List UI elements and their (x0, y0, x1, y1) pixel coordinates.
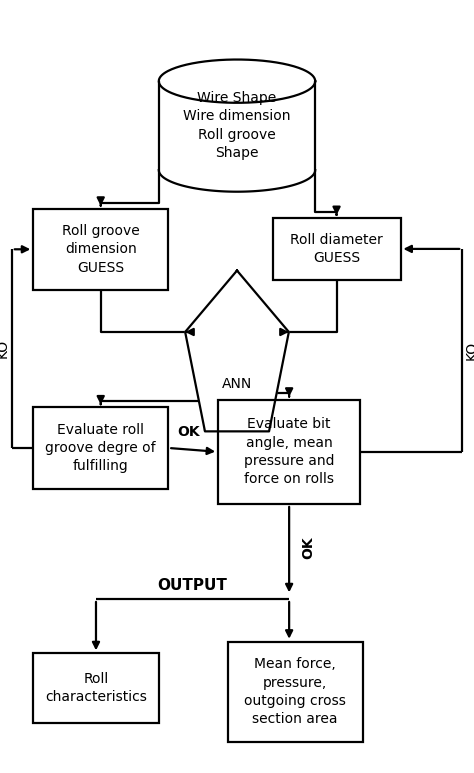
Text: ANN: ANN (222, 377, 252, 391)
Bar (218, 400, 360, 504)
Polygon shape (159, 60, 315, 103)
Bar (228, 642, 363, 742)
Text: Roll
characteristics: Roll characteristics (45, 672, 147, 704)
Text: KO: KO (465, 341, 474, 360)
Text: Evaluate roll
groove degre of
fulfilling: Evaluate roll groove degre of fulfilling (46, 423, 156, 473)
Text: Evaluate bit
angle, mean
pressure and
force on rolls: Evaluate bit angle, mean pressure and fo… (244, 417, 334, 486)
Bar (33, 407, 168, 489)
Text: OK: OK (301, 536, 315, 559)
Bar (33, 209, 168, 290)
Text: OUTPUT: OUTPUT (158, 578, 228, 593)
Text: Roll diameter
GUESS: Roll diameter GUESS (290, 233, 383, 265)
Bar (273, 218, 401, 280)
Text: Wire Shape
Wire dimension
Roll groove
Shape: Wire Shape Wire dimension Roll groove Sh… (183, 91, 291, 160)
Text: Mean force,
pressure,
outgoing cross
section area: Mean force, pressure, outgoing cross sec… (244, 657, 346, 727)
Text: KO: KO (0, 339, 9, 358)
Text: Roll groove
dimension
GUESS: Roll groove dimension GUESS (62, 224, 140, 274)
Bar (33, 653, 159, 723)
Polygon shape (185, 271, 289, 431)
Text: OK: OK (177, 424, 200, 439)
